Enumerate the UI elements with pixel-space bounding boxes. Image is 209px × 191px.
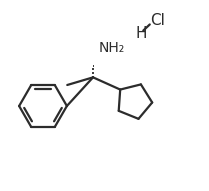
- Text: H: H: [136, 26, 148, 41]
- Text: Cl: Cl: [150, 13, 165, 28]
- Text: NH₂: NH₂: [99, 41, 125, 55]
